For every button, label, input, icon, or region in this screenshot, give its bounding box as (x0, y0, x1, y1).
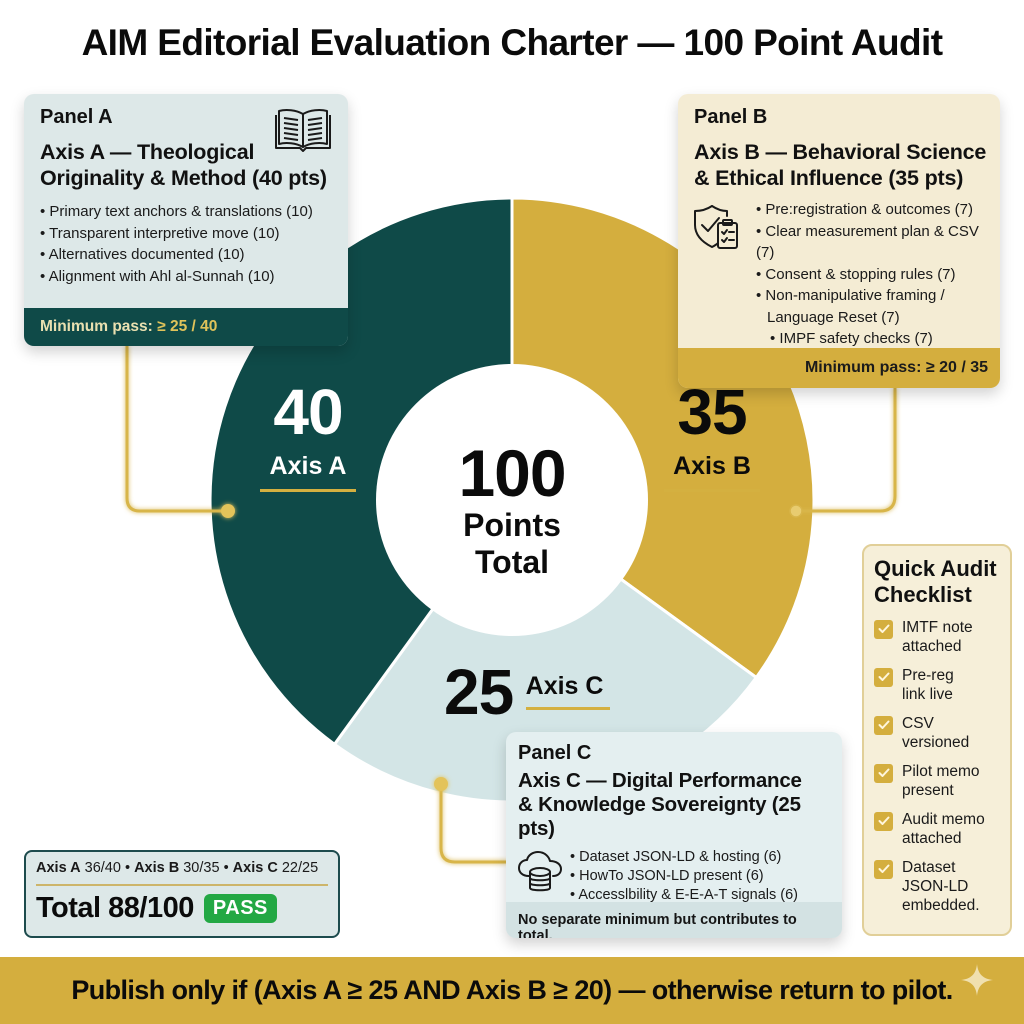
panel-c-heading-line2: & Knowledge Sovereignty (25 pts) (518, 793, 801, 841)
panel-b-heading-line1: Axis B — Behavioral Science (694, 140, 987, 164)
list-item: Dataset JSON-LD & hosting (6) (570, 848, 834, 867)
publish-rule-text: Publish only if (Axis A ≥ 25 AND Axis B … (71, 975, 953, 1005)
publish-rule-banner: Publish only if (Axis A ≥ 25 AND Axis B … (0, 957, 1024, 1024)
list-item: Accesslbility & E-E-A-T signals (6) (570, 886, 834, 905)
list-item: Alignment with Ahl al-Sunnah (10) (40, 266, 336, 288)
axis-b-name: Axis B (673, 452, 751, 480)
list-item: Transparent interpretive move (10) (40, 223, 336, 245)
panel-b-kicker: Panel B (694, 106, 768, 128)
sparkle-icon (961, 964, 993, 996)
checklist-item[interactable]: Dataset JSON-LD embedded. (874, 858, 1000, 915)
donut-hole (376, 364, 648, 636)
connector-c (439, 784, 508, 864)
connector-b (798, 388, 897, 513)
panel-a-heading: Axis A — Theological Originality & Metho… (40, 139, 336, 191)
divider (36, 884, 328, 886)
axis-b-value: 35 (677, 376, 747, 448)
checklist-item[interactable]: Audit memo attached (874, 810, 1000, 848)
list-item: HowTo JSON-LD present (6) (570, 867, 834, 886)
center-line2: Total (474, 544, 550, 581)
list-item: Non-manipulative framing / (756, 285, 990, 307)
center-total: 100 Points Total (412, 440, 612, 580)
checklist-item[interactable]: IMTF note attached (874, 618, 1000, 656)
checkbox-checked-icon[interactable] (874, 667, 893, 687)
axis-a-name: Axis A (269, 452, 347, 480)
quick-audit-checklist: Quick Audit Checklist IMTF note attached … (862, 544, 1012, 936)
segment-label-c: 25 Axis C (444, 660, 624, 724)
panel-c: Panel C Axis C — Digital Performance & K… (506, 732, 842, 938)
panel-c-heading-line1: Axis C — Digital Performance (518, 769, 802, 792)
checklist-title: Quick Audit Checklist (874, 556, 997, 607)
panel-b-list: Pre:registration & outcomes (7) Clear me… (756, 199, 990, 350)
panel-a-list: Primary text anchors & translations (10)… (40, 201, 336, 287)
checklist-item[interactable]: CSV versioned (874, 714, 1000, 752)
panel-c-note: No separate minimum but contributes to t… (506, 902, 842, 938)
list-item-continuation: Language Reset (7) (767, 308, 900, 326)
list-item: Consent & stopping rules (7) (756, 264, 990, 286)
segment-label-b: 35 Axis B (652, 380, 772, 492)
checkbox-checked-icon[interactable] (874, 763, 893, 783)
panel-b-heading: Axis B — Behavioral Science & Ethical In… (694, 139, 990, 191)
checkbox-checked-icon[interactable] (874, 619, 893, 639)
status-badge: PASS (203, 894, 277, 923)
checklist-item[interactable]: Pilot memo present (874, 762, 1000, 800)
axis-scores: Axis A 36/40 • Axis B 30/35 • Axis C 22/… (36, 860, 319, 876)
shield-check-clipboard-icon (694, 205, 738, 250)
page-title: AIM Editorial Evaluation Charter — 100 P… (81, 22, 943, 63)
open-book-icon (275, 109, 331, 152)
center-line1: Points (463, 507, 561, 543)
list-item: IMPF safety checks (7) (756, 328, 990, 350)
panel-a-kicker: Panel A (40, 106, 113, 128)
axis-c-value: 25 (444, 656, 514, 728)
checkbox-checked-icon[interactable] (874, 859, 893, 879)
panel-a-heading-line1: Axis A — Theological (40, 140, 255, 164)
checkbox-checked-icon[interactable] (874, 715, 893, 735)
panel-a-minimum-pass: Minimum pass: ≥ 25 / 40 (24, 308, 348, 346)
score-card: Axis A 36/40 • Axis B 30/35 • Axis C 22/… (24, 850, 340, 938)
panel-c-kicker: Panel C (518, 742, 592, 764)
list-item: Clear measurement plan & CSV (7) (756, 221, 990, 264)
axis-a-value: 40 (273, 376, 343, 448)
panel-b-heading-line2: & Ethical Influence (35 pts) (694, 166, 964, 191)
segment-label-a: 40 Axis A (248, 380, 368, 492)
cloud-database-icon (518, 850, 562, 891)
panel-b-minimum-pass: Minimum pass: ≥ 20 / 35 (678, 348, 1000, 388)
list-item: Pre:registration & outcomes (7) (756, 199, 990, 221)
axis-c-name: Axis C (525, 672, 604, 700)
panel-a: Panel A Axis A — Theological Originality… (24, 94, 348, 346)
connector-a (125, 346, 226, 513)
list-item: Alternatives documented (10) (40, 244, 336, 266)
total-score: Total 88/100 PASS (36, 892, 328, 925)
checkbox-checked-icon[interactable] (874, 811, 893, 831)
panel-b: Panel B Axis B — Behavioral Science & Et… (678, 94, 1000, 388)
panel-a-heading-line2: Originality & Method (40 pts) (40, 166, 327, 191)
list-item: Primary text anchors & translations (10) (40, 201, 336, 223)
center-number: 100 (458, 436, 566, 510)
panel-c-heading: Axis C — Digital Performance & Knowledge… (518, 769, 834, 842)
checklist-item[interactable]: Pre-reg link live (874, 666, 1000, 704)
